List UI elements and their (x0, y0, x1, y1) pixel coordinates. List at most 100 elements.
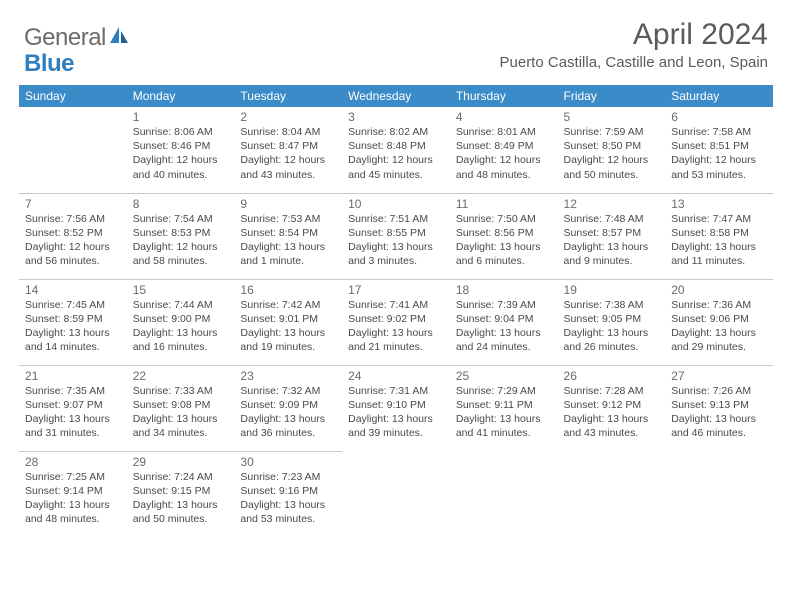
daylight-text: and 31 minutes. (25, 426, 121, 440)
daylight-text: Daylight: 13 hours (25, 498, 121, 512)
daylight-text: and 3 minutes. (348, 254, 444, 268)
calendar-cell: 12Sunrise: 7:48 AMSunset: 8:57 PMDayligh… (558, 193, 666, 279)
sunrise-text: Sunrise: 7:44 AM (133, 298, 229, 312)
month-title: April 2024 (500, 18, 769, 52)
sunset-text: Sunset: 8:49 PM (456, 139, 552, 153)
daylight-text: and 58 minutes. (133, 254, 229, 268)
daylight-text: and 34 minutes. (133, 426, 229, 440)
calendar-table: Sunday Monday Tuesday Wednesday Thursday… (19, 85, 773, 537)
calendar-row: 1Sunrise: 8:06 AMSunset: 8:46 PMDaylight… (19, 107, 773, 193)
daylight-text: Daylight: 13 hours (348, 412, 444, 426)
sunset-text: Sunset: 9:01 PM (240, 312, 336, 326)
sunset-text: Sunset: 8:50 PM (564, 139, 660, 153)
sunset-text: Sunset: 9:08 PM (133, 398, 229, 412)
calendar-cell: 8Sunrise: 7:54 AMSunset: 8:53 PMDaylight… (127, 193, 235, 279)
weekday-header: Monday (127, 85, 235, 107)
sunrise-text: Sunrise: 7:45 AM (25, 298, 121, 312)
weekday-header: Thursday (450, 85, 558, 107)
header: General April 2024 Puerto Castilla, Cast… (0, 0, 792, 75)
calendar-cell: 14Sunrise: 7:45 AMSunset: 8:59 PMDayligh… (19, 279, 127, 365)
calendar-cell: 23Sunrise: 7:32 AMSunset: 9:09 PMDayligh… (234, 365, 342, 451)
calendar-cell: 19Sunrise: 7:38 AMSunset: 9:05 PMDayligh… (558, 279, 666, 365)
calendar-cell: 5Sunrise: 7:59 AMSunset: 8:50 PMDaylight… (558, 107, 666, 193)
sunrise-text: Sunrise: 8:02 AM (348, 125, 444, 139)
day-number: 14 (25, 283, 121, 297)
day-number: 30 (240, 455, 336, 469)
sunrise-text: Sunrise: 7:50 AM (456, 212, 552, 226)
calendar-cell: 18Sunrise: 7:39 AMSunset: 9:04 PMDayligh… (450, 279, 558, 365)
calendar-cell: 29Sunrise: 7:24 AMSunset: 9:15 PMDayligh… (127, 451, 235, 537)
calendar-cell: 4Sunrise: 8:01 AMSunset: 8:49 PMDaylight… (450, 107, 558, 193)
daylight-text: Daylight: 13 hours (25, 326, 121, 340)
sunrise-text: Sunrise: 8:01 AM (456, 125, 552, 139)
sunrise-text: Sunrise: 7:56 AM (25, 212, 121, 226)
daylight-text: Daylight: 12 hours (133, 240, 229, 254)
day-number: 20 (671, 283, 767, 297)
daylight-text: Daylight: 13 hours (671, 326, 767, 340)
day-number: 24 (348, 369, 444, 383)
weekday-header: Saturday (665, 85, 773, 107)
day-number: 3 (348, 110, 444, 124)
daylight-text: Daylight: 13 hours (348, 240, 444, 254)
day-number: 18 (456, 283, 552, 297)
sunset-text: Sunset: 8:56 PM (456, 226, 552, 240)
daylight-text: and 19 minutes. (240, 340, 336, 354)
day-number: 5 (564, 110, 660, 124)
sunrise-text: Sunrise: 7:36 AM (671, 298, 767, 312)
sunrise-text: Sunrise: 7:33 AM (133, 384, 229, 398)
calendar-cell: 28Sunrise: 7:25 AMSunset: 9:14 PMDayligh… (19, 451, 127, 537)
sunset-text: Sunset: 8:47 PM (240, 139, 336, 153)
sunset-text: Sunset: 9:06 PM (671, 312, 767, 326)
calendar-row: 28Sunrise: 7:25 AMSunset: 9:14 PMDayligh… (19, 451, 773, 537)
calendar-cell: 17Sunrise: 7:41 AMSunset: 9:02 PMDayligh… (342, 279, 450, 365)
calendar-cell (665, 451, 773, 537)
sunset-text: Sunset: 9:04 PM (456, 312, 552, 326)
sunrise-text: Sunrise: 7:59 AM (564, 125, 660, 139)
daylight-text: Daylight: 13 hours (564, 326, 660, 340)
sunrise-text: Sunrise: 8:06 AM (133, 125, 229, 139)
day-number: 8 (133, 197, 229, 211)
sunrise-text: Sunrise: 7:23 AM (240, 470, 336, 484)
day-number: 1 (133, 110, 229, 124)
daylight-text: Daylight: 12 hours (348, 153, 444, 167)
sunset-text: Sunset: 9:10 PM (348, 398, 444, 412)
sunset-text: Sunset: 9:09 PM (240, 398, 336, 412)
sunrise-text: Sunrise: 7:42 AM (240, 298, 336, 312)
weekday-header: Sunday (19, 85, 127, 107)
calendar-row: 14Sunrise: 7:45 AMSunset: 8:59 PMDayligh… (19, 279, 773, 365)
daylight-text: Daylight: 13 hours (671, 240, 767, 254)
daylight-text: and 43 minutes. (240, 168, 336, 182)
day-number: 26 (564, 369, 660, 383)
daylight-text: Daylight: 13 hours (456, 412, 552, 426)
sunrise-text: Sunrise: 7:54 AM (133, 212, 229, 226)
weekday-header: Tuesday (234, 85, 342, 107)
sunset-text: Sunset: 9:16 PM (240, 484, 336, 498)
sunrise-text: Sunrise: 7:53 AM (240, 212, 336, 226)
daylight-text: and 39 minutes. (348, 426, 444, 440)
sunset-text: Sunset: 8:53 PM (133, 226, 229, 240)
daylight-text: Daylight: 13 hours (564, 412, 660, 426)
calendar-cell: 27Sunrise: 7:26 AMSunset: 9:13 PMDayligh… (665, 365, 773, 451)
sunrise-text: Sunrise: 7:58 AM (671, 125, 767, 139)
daylight-text: Daylight: 12 hours (240, 153, 336, 167)
daylight-text: and 48 minutes. (25, 512, 121, 526)
sunset-text: Sunset: 9:12 PM (564, 398, 660, 412)
day-number: 4 (456, 110, 552, 124)
calendar-cell: 15Sunrise: 7:44 AMSunset: 9:00 PMDayligh… (127, 279, 235, 365)
calendar-cell: 16Sunrise: 7:42 AMSunset: 9:01 PMDayligh… (234, 279, 342, 365)
day-number: 9 (240, 197, 336, 211)
calendar-cell: 6Sunrise: 7:58 AMSunset: 8:51 PMDaylight… (665, 107, 773, 193)
day-number: 21 (25, 369, 121, 383)
daylight-text: Daylight: 12 hours (25, 240, 121, 254)
sunset-text: Sunset: 9:13 PM (671, 398, 767, 412)
day-number: 15 (133, 283, 229, 297)
day-number: 2 (240, 110, 336, 124)
daylight-text: and 14 minutes. (25, 340, 121, 354)
calendar-cell: 25Sunrise: 7:29 AMSunset: 9:11 PMDayligh… (450, 365, 558, 451)
sunset-text: Sunset: 8:54 PM (240, 226, 336, 240)
daylight-text: Daylight: 13 hours (133, 326, 229, 340)
calendar-cell (558, 451, 666, 537)
calendar-cell: 2Sunrise: 8:04 AMSunset: 8:47 PMDaylight… (234, 107, 342, 193)
sunrise-text: Sunrise: 7:48 AM (564, 212, 660, 226)
sunrise-text: Sunrise: 7:41 AM (348, 298, 444, 312)
